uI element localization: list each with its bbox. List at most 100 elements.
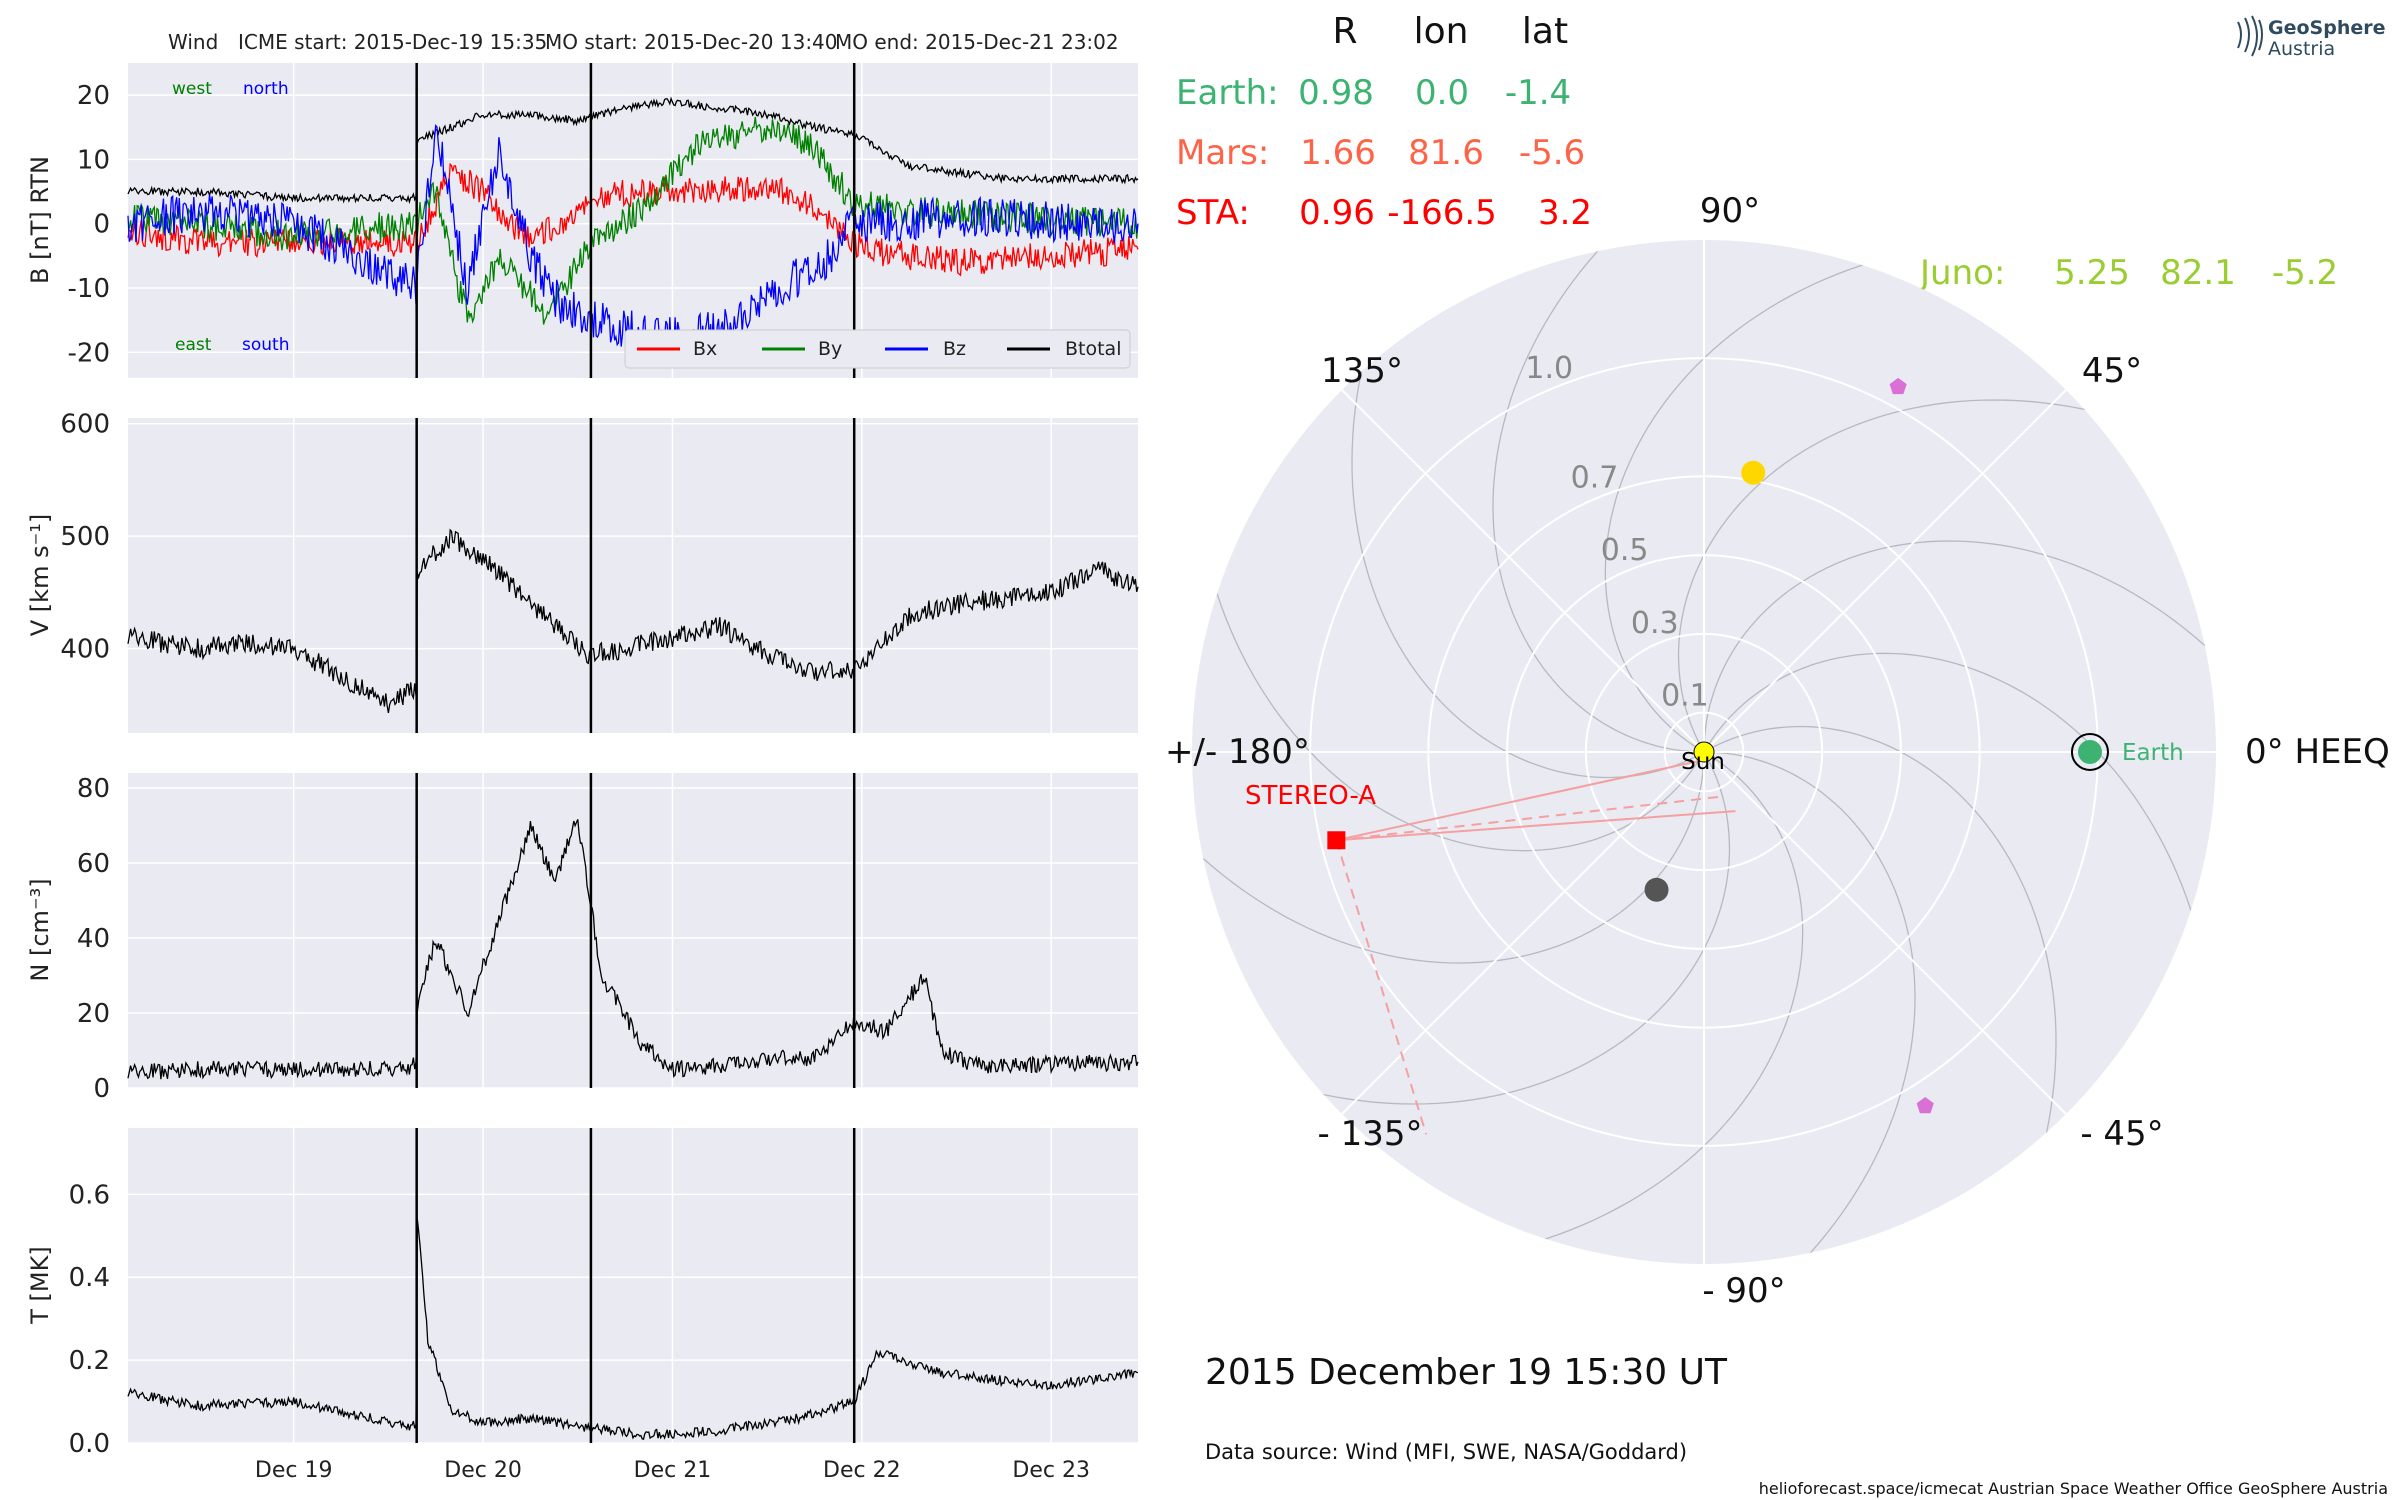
yellow-planet-marker [1741,460,1766,485]
logo-icon [2237,15,2263,57]
label-south: south [242,335,289,355]
table-header-r: R [1332,11,1357,52]
row-juno-lat: -5.2 [2272,253,2338,293]
r-tick-label: 0.5 [1601,533,1649,568]
y-tick-label: 600 [60,410,110,440]
parker-spiral [1703,725,2057,1251]
stereo-a-label: STEREO-A [1245,781,1376,811]
parker-spiral [1205,751,1731,1105]
panel-magnetic-field: 20 10 0 -10 -20 B [nT] RTN west north east s… [26,63,1139,378]
parker-spiral [1703,540,2216,753]
series-by [127,116,1139,325]
b-ylabel: B [nT] RTN [26,156,54,284]
sun-marker [1693,741,1715,763]
angle-label: 0° HEEQ [2245,732,2390,772]
row-sta-name: STA: [1176,193,1250,233]
y-tick-label: 0.2 [69,1346,110,1376]
position-table: R lon lat Earth: 0.98 0.0 -1.4 Mars: 1.6… [1176,11,2338,293]
angle-label: - 90° [1702,1271,1785,1311]
angle-spoke [1341,389,1705,753]
x-tick-label: Dec 22 [823,1458,901,1483]
y-tick-label: -20 [68,338,110,368]
earth-marker [2077,740,2102,764]
footer: helioforecast.space/icmecat Austrian Spa… [1759,1479,2388,1498]
sta-fov-line [1336,810,1736,842]
row-juno-name: Juno: [1918,253,2005,293]
series-t [127,1218,1139,1441]
parker-spiral [1351,253,1705,779]
pentagon-marker [1889,377,1907,395]
x-tick-label: Dec 19 [255,1458,333,1483]
angle-label: - 45° [2080,1114,2163,1154]
y-tick-label: 10 [77,145,110,175]
n-ylabel: N [cm⁻³] [26,878,54,981]
parker-spiral [1703,751,1916,1264]
stereo-a-marker [1327,831,1346,850]
b-legend: Bx By Bz Btotal [624,329,1131,369]
row-juno-lon: 82.1 [2160,253,2236,293]
row-juno-r: 5.25 [2054,253,2130,293]
row-sta-lon: -166.5 [1387,193,1497,233]
v-ylabel: V [km s⁻¹] [26,514,54,636]
parker-spiral [1492,240,1705,753]
y-tick-label: 20 [77,81,110,111]
t-ylabel: T [MK] [26,1246,54,1324]
x-tick-label: Dec 23 [1012,1458,1090,1483]
legend-bz: Bz [943,338,966,360]
angle-spoke [1703,389,2067,753]
r-tick-label: 0.1 [1661,679,1709,714]
row-earth-lat: -1.4 [1505,73,1571,113]
x-tick-label: Dec 21 [634,1458,712,1483]
earth-label: Earth [2122,740,2184,766]
earth-ring [2070,733,2109,771]
r-tick-label: 0.3 [1631,606,1679,641]
r-tick-label: 0.7 [1571,460,1619,495]
series-v [127,528,1139,714]
logo: GeoSphere Austria [2237,15,2386,60]
panel-v-background [128,418,1138,733]
table-header-lon: lon [1414,11,1469,52]
series-bx [127,162,1139,277]
row-earth-lon: 0.0 [1415,73,1469,113]
sta-fov-line [1336,756,1715,842]
label-west: west [172,79,212,99]
row-mars-lat: -5.6 [1519,133,1585,173]
row-mars-name: Mars: [1176,133,1269,173]
legend-bx: Bx [693,338,717,360]
row-mars-lon: 81.6 [1408,133,1484,173]
pentagon-marker [1916,1097,1934,1114]
panel-temperature: 0.6 0.4 0.2 0.0 T [MK] [26,1128,1139,1459]
y-tick-label: 40 [77,924,110,954]
sun-label: Sun [1681,749,1725,775]
sta-fov-dashed [1336,795,1719,842]
y-tick-label: 0 [93,1074,110,1104]
y-tick-label: -10 [68,274,110,304]
row-earth-r: 0.98 [1298,73,1374,113]
legend-btotal: Btotal [1065,338,1121,360]
y-tick-label: 0.4 [69,1263,110,1293]
series-btotal [127,96,1139,205]
panel-n-background [128,773,1138,1088]
header-spacecraft: Wind [168,30,218,54]
date-label: 2015 December 19 15:30 UT [1205,1352,1728,1393]
x-tick-label: Dec 20 [444,1458,522,1483]
angle-label: +/- 180° [1165,732,1310,772]
panel-density: 80 60 40 20 0 N [cm⁻³] [26,773,1139,1104]
row-earth-name: Earth: [1176,73,1279,113]
legend-by: By [818,338,842,360]
legend-box [624,329,1131,369]
logo-line2: Austria [2268,38,2335,60]
angle-label: 45° [2082,351,2142,391]
label-north: north [243,79,289,99]
label-east: east [175,335,212,355]
parker-spiral [1677,399,2203,753]
logo-line1: GeoSphere [2268,17,2386,39]
r-tick-label: 1.0 [1525,351,1573,386]
angle-label: - 135° [1318,1114,1423,1154]
polar-plot: 0.1 0.3 0.5 0.7 1.0 90° 45° 0° HEEQ - 45° - 90° -… [1165,191,2390,1311]
header-mo-start: MO start: 2015-Dec-20 13:40 [545,30,838,54]
y-tick-label: 0.6 [69,1180,110,1210]
y-tick-label: 60 [77,849,110,879]
angle-label: 135° [1321,351,1403,391]
